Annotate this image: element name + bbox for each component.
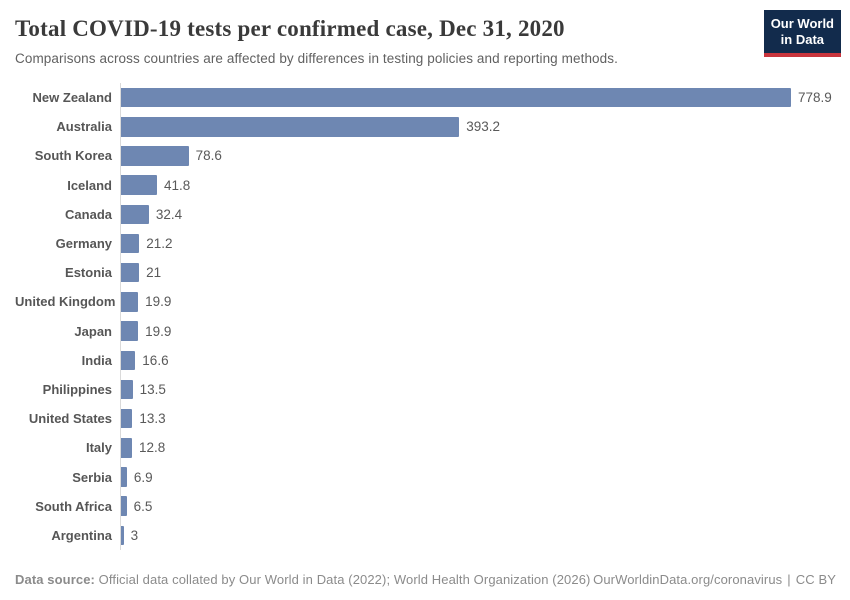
- category-label: Argentina: [51, 527, 112, 543]
- value-label: 3: [130, 527, 139, 543]
- value-label: 21: [146, 265, 162, 281]
- license-link[interactable]: CC BY: [795, 572, 836, 587]
- bar-track: 778.9: [120, 83, 836, 113]
- attribution: OurWorldinData.org/coronavirus | CC BY: [593, 572, 836, 587]
- bar-track: 13.3: [120, 404, 836, 434]
- category-label: Germany: [55, 236, 112, 252]
- page-title: Total COVID-19 tests per confirmed case,…: [15, 16, 565, 41]
- bar-chart: New Zealand 778.9 Australia 393.2 South Kore…: [15, 83, 836, 550]
- value-label: 41.8: [164, 177, 191, 193]
- owid-url-link[interactable]: OurWorldinData.org/coronavirus: [593, 572, 783, 587]
- value-label: 32.4: [155, 206, 183, 222]
- data-source-text: Official data collated by Our World in D…: [98, 572, 591, 587]
- value-label: 6.5: [133, 498, 153, 514]
- bar-row: Estonia 21: [15, 258, 836, 288]
- data-source-note: Data source: Official data collated by O…: [15, 572, 590, 587]
- bar[interactable]: [121, 262, 140, 283]
- bar[interactable]: [121, 87, 791, 108]
- bar-track: 13.5: [120, 374, 836, 405]
- category-label: Japan: [74, 323, 112, 339]
- category-label: Estonia: [65, 265, 112, 281]
- bar-track: 6.5: [120, 491, 836, 521]
- value-label: 19.9: [145, 294, 172, 310]
- owid-logo-line1: Our World: [770, 16, 834, 31]
- value-label: 393.2: [466, 119, 500, 135]
- bar[interactable]: [121, 408, 133, 429]
- bar[interactable]: [121, 204, 149, 225]
- bar-row: Philippines 13.5: [15, 374, 836, 405]
- category-label: South Africa: [35, 498, 112, 514]
- category-label: Australia: [56, 119, 112, 135]
- bar[interactable]: [121, 467, 127, 487]
- footer-separator: |: [787, 572, 791, 587]
- value-label: 12.8: [139, 440, 166, 456]
- bar[interactable]: [121, 350, 136, 371]
- bar-track: 3: [120, 520, 836, 550]
- bar-row: Canada 32.4: [15, 199, 836, 229]
- bar[interactable]: [121, 117, 460, 137]
- category-label: New Zealand: [32, 90, 112, 106]
- bar[interactable]: [121, 292, 139, 312]
- bar-row: Serbia 6.9: [15, 462, 836, 492]
- value-label: 6.9: [133, 469, 153, 485]
- category-label: India: [81, 352, 112, 368]
- bar-track: 41.8: [120, 170, 836, 200]
- category-label: United Kingdom: [15, 294, 116, 310]
- bar-track: 12.8: [120, 433, 836, 463]
- owid-logo[interactable]: Our World in Data: [763, 10, 841, 57]
- bar[interactable]: [121, 525, 124, 546]
- bar-track: 19.9: [120, 316, 836, 346]
- category-label: Iceland: [67, 177, 112, 193]
- data-source-label: Data source:: [15, 572, 95, 587]
- category-label: Serbia: [72, 469, 112, 485]
- category-label: South Korea: [34, 148, 112, 164]
- chart-subtitle: Comparisons across countries are affecte…: [15, 51, 618, 66]
- bar-track: 21.2: [120, 228, 836, 259]
- bar-row: Argentina 3: [15, 520, 836, 550]
- bar-row: New Zealand 778.9: [15, 83, 836, 113]
- bar-track: 6.9: [120, 462, 836, 492]
- bar[interactable]: [121, 175, 157, 195]
- bar[interactable]: [121, 438, 132, 458]
- bar-row: India 16.6: [15, 345, 836, 375]
- bar-row: Australia 393.2: [15, 112, 836, 142]
- category-label: Philippines: [42, 381, 112, 397]
- bar-track: 19.9: [120, 287, 836, 317]
- value-label: 13.3: [139, 411, 166, 427]
- value-label: 19.9: [145, 323, 172, 339]
- bar[interactable]: [121, 233, 140, 254]
- value-label: 21.2: [146, 236, 173, 252]
- bar[interactable]: [121, 321, 139, 341]
- bar-row: Italy 12.8: [15, 433, 836, 463]
- chart-footer: Data source: Official data collated by O…: [15, 572, 836, 587]
- category-label: Canada: [65, 206, 112, 222]
- bar-row: Japan 19.9: [15, 316, 836, 346]
- bar-track: 16.6: [120, 345, 836, 375]
- bar-row: United States 13.3: [15, 404, 836, 434]
- bar[interactable]: [121, 379, 133, 400]
- category-label: Italy: [85, 440, 112, 456]
- value-label: 78.6: [195, 148, 222, 164]
- bar-track: 32.4: [120, 199, 836, 229]
- value-label: 16.6: [142, 352, 169, 368]
- value-label: 778.9: [798, 90, 832, 106]
- bar-track: 393.2: [120, 112, 836, 142]
- owid-logo-line2: in Data: [780, 32, 825, 48]
- bar-row: Iceland 41.8: [15, 170, 836, 200]
- bar-row: United Kingdom 19.9: [15, 287, 836, 317]
- bar-track: 21: [120, 258, 836, 288]
- bar[interactable]: [121, 496, 127, 516]
- bar-row: South Korea 78.6: [15, 141, 836, 171]
- bar-row: Germany 21.2: [15, 228, 836, 259]
- category-label: United States: [28, 411, 112, 427]
- bar[interactable]: [121, 146, 189, 166]
- bar-track: 78.6: [120, 141, 836, 171]
- bar-row: South Africa 6.5: [15, 491, 836, 521]
- value-label: 13.5: [139, 381, 166, 397]
